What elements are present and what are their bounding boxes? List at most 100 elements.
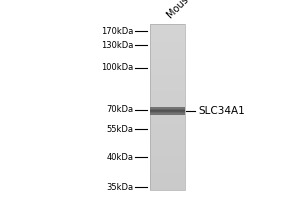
Bar — [150, 151, 184, 152]
Bar — [150, 52, 184, 53]
Bar — [150, 148, 184, 149]
Bar — [150, 114, 184, 115]
Bar — [150, 31, 184, 32]
Bar — [150, 166, 184, 167]
Bar — [150, 185, 184, 186]
Bar — [150, 111, 184, 112]
Bar — [150, 95, 184, 96]
Bar — [150, 167, 184, 168]
Bar — [150, 74, 184, 75]
Text: 40kDa: 40kDa — [106, 152, 134, 162]
Text: SLC34A1: SLC34A1 — [198, 106, 245, 116]
Bar — [150, 60, 184, 61]
Bar — [150, 150, 184, 151]
Bar — [150, 113, 184, 114]
Bar — [150, 40, 184, 41]
Bar — [150, 85, 184, 86]
Bar — [150, 40, 184, 41]
Bar — [150, 118, 184, 119]
Bar — [150, 41, 184, 42]
Bar — [150, 112, 184, 113]
Bar — [150, 142, 184, 143]
Bar — [150, 158, 184, 159]
Bar — [150, 155, 184, 156]
Bar — [150, 187, 184, 188]
Text: 70kDa: 70kDa — [106, 106, 134, 114]
Bar — [150, 34, 184, 35]
Bar — [150, 47, 184, 48]
Bar — [150, 103, 184, 104]
Bar — [150, 177, 184, 178]
Bar — [150, 170, 184, 171]
Bar — [150, 105, 184, 106]
Bar — [150, 86, 184, 87]
Bar — [150, 37, 184, 38]
Bar — [150, 30, 184, 31]
Bar — [150, 152, 184, 153]
Bar — [150, 68, 184, 69]
Bar — [150, 176, 184, 177]
Bar — [150, 145, 184, 146]
Bar — [150, 28, 184, 29]
Bar — [150, 115, 184, 116]
Bar — [150, 98, 184, 99]
Bar — [150, 35, 184, 36]
Bar — [150, 134, 184, 135]
Bar — [150, 33, 184, 34]
Bar — [150, 121, 184, 122]
Bar — [150, 117, 184, 118]
Bar — [150, 154, 184, 155]
Bar — [150, 81, 184, 82]
Bar — [150, 186, 184, 187]
Bar — [150, 180, 184, 181]
Bar — [150, 25, 184, 26]
Bar — [150, 172, 184, 173]
Bar — [150, 44, 184, 45]
Bar — [150, 59, 184, 61]
Bar — [150, 64, 184, 66]
Bar — [150, 90, 184, 91]
Bar — [150, 120, 184, 121]
Bar — [150, 79, 184, 80]
Bar — [150, 179, 184, 180]
Bar — [150, 163, 184, 164]
Bar — [150, 57, 184, 58]
Bar — [150, 103, 184, 105]
Bar — [150, 24, 184, 25]
Bar — [150, 78, 184, 79]
Bar — [150, 167, 184, 168]
Bar — [150, 137, 184, 138]
Bar — [150, 175, 184, 176]
Bar — [150, 96, 184, 97]
Bar — [150, 135, 184, 136]
Bar — [150, 108, 184, 109]
Text: 130kDa: 130kDa — [101, 40, 134, 49]
Bar — [150, 67, 184, 68]
Bar — [150, 83, 184, 84]
Bar — [150, 82, 184, 83]
Bar — [150, 153, 184, 154]
Bar — [150, 168, 184, 169]
Bar — [150, 63, 184, 64]
Bar — [150, 59, 184, 60]
Bar — [150, 123, 184, 124]
Bar — [150, 49, 184, 50]
Bar — [150, 178, 184, 179]
Bar — [150, 146, 184, 147]
Bar — [150, 112, 184, 113]
Bar — [150, 89, 184, 90]
Bar — [150, 77, 184, 78]
Bar — [150, 36, 184, 37]
Bar — [150, 107, 184, 108]
Bar — [150, 129, 184, 130]
Bar — [150, 53, 184, 54]
Bar — [150, 140, 184, 141]
Bar — [150, 143, 184, 144]
Bar — [150, 128, 184, 129]
Bar — [150, 55, 184, 56]
Bar — [150, 142, 184, 144]
Bar — [150, 127, 184, 128]
Bar — [150, 165, 184, 166]
Bar — [150, 106, 184, 107]
Bar — [150, 162, 184, 163]
